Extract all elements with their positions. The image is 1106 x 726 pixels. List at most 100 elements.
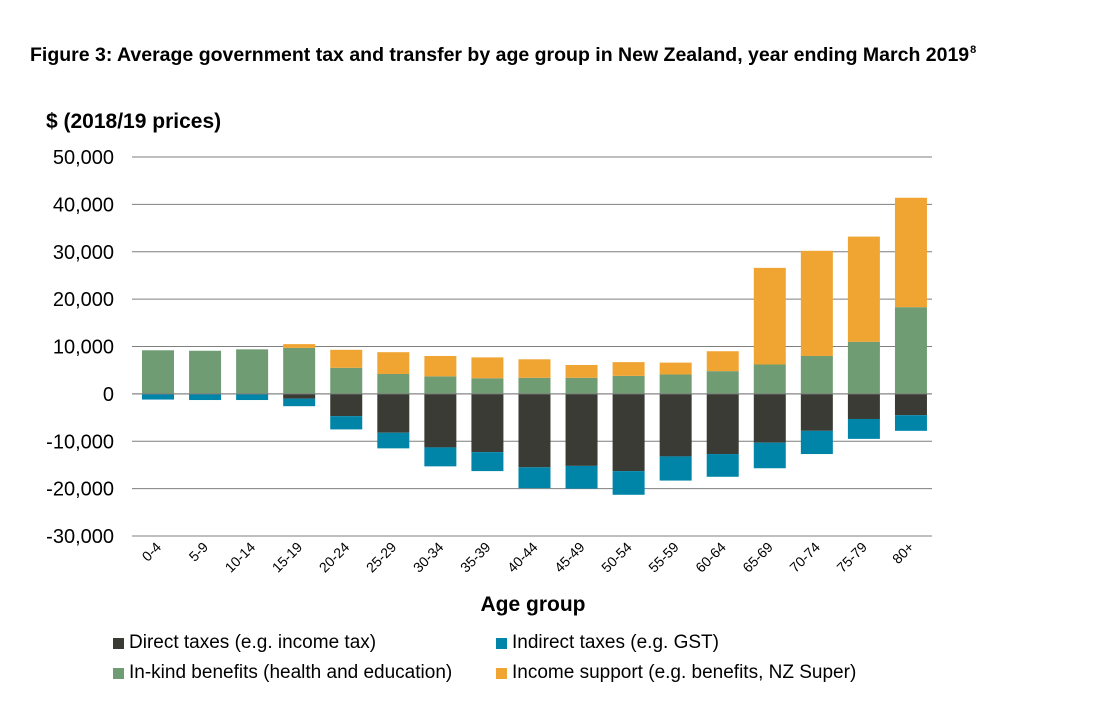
bar-segment — [894, 393, 927, 416]
bars — [132, 197, 932, 495]
legend-swatch — [496, 637, 507, 649]
bar-segment — [847, 418, 880, 439]
bar-segment — [612, 471, 645, 495]
x-tick-label: 10-14 — [222, 539, 259, 576]
legend-swatch — [113, 667, 124, 679]
x-tick-label: 15-19 — [269, 539, 306, 576]
bar-segment — [565, 465, 598, 489]
bar-segment — [800, 430, 833, 455]
bar-segment — [894, 197, 927, 308]
y-tick-label: 20,000 — [53, 289, 114, 311]
bar-segment — [612, 375, 645, 394]
x-tick-label: 75-79 — [833, 539, 870, 576]
bar-segment — [800, 355, 833, 394]
bar-segment — [659, 362, 692, 375]
bar-segment — [847, 341, 880, 394]
bar-segment — [471, 378, 504, 394]
x-tick-label: 20-24 — [316, 539, 353, 576]
legend-label: Indirect taxes (e.g. GST) — [512, 632, 719, 653]
legend-label: Income support (e.g. benefits, NZ Super) — [512, 662, 857, 683]
y-tick-label: -10,000 — [46, 431, 114, 453]
legend-label: In-kind benefits (health and education) — [129, 662, 453, 683]
bar-segment — [424, 355, 457, 377]
bar-segment — [565, 377, 598, 394]
x-tick-label: 70-74 — [786, 539, 823, 576]
bar-segment — [518, 377, 551, 394]
bar-segment — [283, 344, 316, 348]
legend-item: Direct taxes (e.g. income tax) — [113, 632, 376, 654]
bar-segment — [424, 447, 457, 467]
bar-segment — [142, 350, 174, 394]
bar-segment — [330, 393, 363, 417]
x-tick-label: 40-44 — [504, 539, 541, 576]
legend-swatch — [113, 637, 124, 649]
footnote-mark: 8 — [970, 44, 977, 56]
x-tick-label: 65-69 — [739, 539, 776, 576]
bar-segment — [800, 393, 833, 431]
bar-segment — [330, 349, 363, 368]
x-tick-label: 35-39 — [457, 539, 494, 576]
y-tick-label: 10,000 — [53, 337, 114, 359]
bar-segment — [471, 393, 504, 453]
bar-segment — [612, 362, 645, 376]
bar-segment — [894, 415, 927, 431]
x-tick-label: 80+ — [889, 539, 917, 567]
y-axis-label: $ (2018/19 prices) — [46, 110, 222, 133]
bar-segment — [659, 374, 692, 394]
bar-segment — [659, 393, 692, 457]
bar-segment — [894, 307, 927, 394]
bar-segment — [847, 236, 880, 342]
y-tick-label: 30,000 — [53, 242, 114, 264]
x-tick-label: 30-34 — [410, 539, 447, 576]
bar-segment — [142, 393, 174, 400]
bar-segment — [283, 398, 316, 407]
bar-segment — [753, 442, 786, 469]
bar-segment — [424, 376, 457, 394]
chart-title-text: Figure 3: Average government tax and tra… — [30, 44, 970, 66]
bar-segment — [283, 347, 316, 394]
bar-segment — [518, 393, 551, 468]
bar-segment — [518, 359, 551, 378]
y-tick-label: 0 — [103, 384, 114, 406]
x-tick-label: 60-64 — [692, 539, 729, 576]
bar-segment — [706, 454, 739, 477]
bar-segment — [283, 393, 316, 399]
bar-segment — [471, 357, 504, 379]
bar-segment — [377, 432, 410, 449]
bar-segment — [706, 371, 739, 394]
bar-segment — [706, 393, 739, 455]
bar-segment — [330, 367, 363, 394]
legend-swatch — [496, 667, 507, 679]
x-tick-label: 25-29 — [363, 539, 400, 576]
legend-item: Income support (e.g. benefits, NZ Super) — [496, 662, 856, 684]
bar-segment — [800, 250, 833, 356]
bar-segment — [753, 267, 786, 365]
y-tick-label: -30,000 — [46, 526, 114, 548]
bar-segment — [236, 349, 269, 394]
x-tick-label: 45-49 — [551, 539, 588, 576]
bar-segment — [518, 467, 551, 489]
bar-segment — [471, 452, 504, 472]
bar-segment — [377, 373, 410, 394]
bar-segment — [236, 393, 269, 401]
bar-segment — [565, 364, 598, 378]
y-tick-labels: 50,000 40,000 30,000 20,000 10,000 0 -10,000 -2… — [46, 147, 114, 548]
bar-segment — [847, 393, 880, 419]
bar-segment — [659, 456, 692, 481]
bar-segment — [424, 393, 457, 448]
x-tick-labels: 0-4 5-9 10-14 15-19 20-24 25-29 30-34 35-39 40-4… — [138, 539, 917, 576]
y-tick-label: 50,000 — [53, 147, 114, 169]
bar-segment — [189, 393, 222, 401]
legend-label: Direct taxes (e.g. income tax) — [129, 632, 377, 653]
bar-segment — [612, 393, 645, 472]
y-tick-label: 40,000 — [53, 194, 114, 216]
bar-segment — [753, 393, 786, 443]
x-tick-label: 5-9 — [186, 539, 212, 565]
bar-segment — [377, 393, 410, 433]
bar-segment — [377, 352, 410, 374]
bar-segment — [330, 416, 363, 430]
bar-segment — [706, 351, 739, 372]
bar-segment — [753, 364, 786, 394]
bar-segment — [565, 393, 598, 466]
